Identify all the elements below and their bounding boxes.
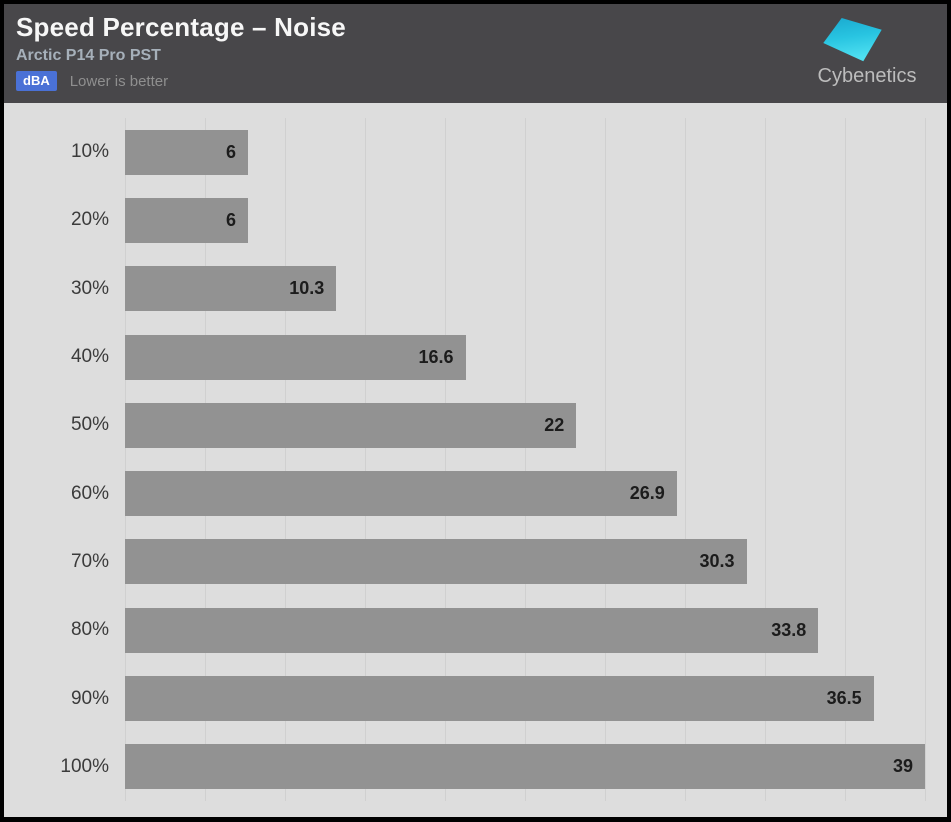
- value-label: 30.3: [699, 551, 735, 572]
- gridline: [205, 118, 206, 801]
- chart-subtitle: Arctic P14 Pro PST: [16, 47, 161, 64]
- bar-track: 22: [125, 402, 947, 448]
- unit-badge: dBA: [16, 71, 57, 91]
- bar-row-100: 100% 39: [4, 733, 947, 801]
- value-label: 6: [226, 141, 237, 162]
- lower-is-better-note: Lower is better: [69, 72, 169, 90]
- gridline-layer: [125, 118, 926, 801]
- bar-track: 6: [125, 129, 947, 175]
- value-label: 6: [226, 209, 237, 230]
- category-label: 20%: [70, 209, 109, 231]
- bar-row-20: 20% 6: [4, 186, 947, 254]
- bar-row-50: 50% 22: [4, 391, 947, 459]
- gridline: [925, 118, 926, 801]
- bar: 33.8: [125, 607, 819, 653]
- chart-meta: dBA Lower is better: [16, 71, 168, 91]
- bar-row-90: 90% 36.5: [4, 664, 947, 732]
- bar: 36.5: [125, 676, 874, 722]
- category-label: 100%: [60, 755, 109, 777]
- bar-row-40: 40% 16.6: [4, 323, 947, 391]
- gridline: [525, 118, 526, 801]
- category-label: 10%: [70, 141, 109, 163]
- bar-track: 30.3: [125, 539, 947, 585]
- category-label: 70%: [70, 550, 109, 572]
- value-label: 22: [544, 414, 565, 435]
- bar: 26.9: [125, 471, 677, 517]
- bar-row-80: 80% 33.8: [4, 596, 947, 664]
- bar-chart: 10% 6 20% 6 30% 10.3 40% 16.6 50% 22 60% 26.9 70% 30.…: [4, 103, 947, 817]
- category-label: 90%: [70, 687, 109, 709]
- bar-row-60: 60% 26.9: [4, 459, 947, 527]
- bar: 6: [125, 129, 249, 175]
- category-label: 50%: [70, 414, 109, 436]
- bar: 10.3: [125, 266, 337, 312]
- category-label: 40%: [70, 346, 109, 368]
- category-label: 30%: [70, 277, 109, 299]
- gridline: [685, 118, 686, 801]
- bar: 39: [125, 744, 925, 790]
- bar-track: 16.6: [125, 334, 947, 380]
- gridline: [125, 118, 126, 801]
- value-label: 10.3: [289, 278, 325, 299]
- bar-track: 26.9: [125, 471, 947, 517]
- bar-track: 10.3: [125, 266, 947, 312]
- category-label: 80%: [70, 619, 109, 641]
- gridline: [285, 118, 286, 801]
- bar-track: 39: [125, 744, 947, 790]
- gridline: [845, 118, 846, 801]
- cybenetics-logo-text: Cybenetics: [817, 65, 917, 87]
- bar-row-70: 70% 30.3: [4, 528, 947, 596]
- value-label: 33.8: [771, 619, 807, 640]
- bar: 22: [125, 402, 577, 448]
- chart-header: Speed Percentage – Noise Arctic P14 Pro …: [4, 4, 947, 103]
- chart-title: Speed Percentage – Noise: [16, 12, 346, 42]
- bar-row-30: 30% 10.3: [4, 255, 947, 323]
- cybenetics-logo: Cybenetics: [817, 12, 917, 86]
- gridline: [605, 118, 606, 801]
- gridline: [365, 118, 366, 801]
- value-label: 26.9: [629, 483, 665, 504]
- gridline: [765, 118, 766, 801]
- bar-track: 36.5: [125, 676, 947, 722]
- bar: 30.3: [125, 539, 747, 585]
- bar: 6: [125, 197, 249, 243]
- value-label: 16.6: [418, 346, 454, 367]
- bar-rows: 10% 6 20% 6 30% 10.3 40% 16.6 50% 22 60% 26.9 70% 30.…: [4, 118, 947, 801]
- value-label: 39: [892, 756, 913, 777]
- bar: 16.6: [125, 334, 466, 380]
- gridline: [445, 118, 446, 801]
- bar-track: 33.8: [125, 607, 947, 653]
- value-label: 36.5: [826, 688, 862, 709]
- bar-track: 6: [125, 197, 947, 243]
- cybenetics-logo-icon: [823, 18, 882, 62]
- bar-row-10: 10% 6: [4, 118, 947, 186]
- category-label: 60%: [70, 482, 109, 504]
